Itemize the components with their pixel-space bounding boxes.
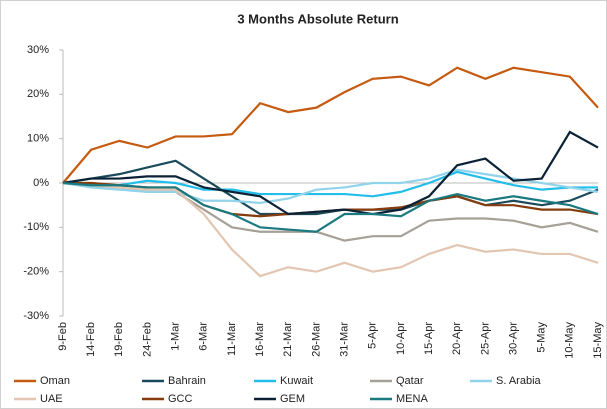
y-tick-label: 20% (27, 88, 49, 100)
line-series (62, 159, 599, 216)
y-tick-label: 0% (33, 177, 49, 189)
legend-label: S. Arabia (496, 375, 542, 387)
legend-label: Bahrain (168, 375, 206, 387)
y-tick-label: -20% (23, 266, 49, 278)
y-tick-label: -30% (23, 310, 49, 322)
line-series (62, 130, 599, 216)
x-tick-label: 15-May (592, 322, 604, 359)
x-tick-label: 10-Apr (395, 322, 407, 355)
legend-label: MENA (396, 393, 428, 405)
x-tick-label: 31-Mar (338, 322, 350, 357)
x-tick-label: 24-Feb (141, 322, 153, 357)
x-tick-label: 1-Mar (170, 322, 182, 351)
line-series (62, 181, 599, 278)
x-tick-label: 20-Apr (451, 322, 463, 355)
legend-label: UAE (40, 393, 63, 405)
y-tick-label: 10% (27, 133, 49, 145)
x-tick-label: 5-Apr (367, 322, 379, 349)
legend-label: GCC (168, 393, 193, 405)
x-tick-label: 15-Apr (423, 322, 435, 355)
x-tick-label: 9-Feb (57, 322, 69, 351)
legend-label: GEM (280, 393, 305, 405)
legend-label: Kuwait (280, 375, 313, 387)
line-series (62, 66, 599, 184)
x-tick-label: 14-Feb (85, 322, 97, 357)
y-tick-label: 30% (27, 44, 49, 56)
x-tick-label: 25-Apr (479, 322, 491, 355)
line-series (62, 170, 598, 198)
x-tick-label: 21-Mar (282, 322, 294, 357)
chart-title: 3 Months Absolute Return (237, 11, 398, 26)
x-tick-label: 10-May (564, 322, 576, 359)
x-tick-label: 6-Mar (198, 322, 210, 351)
x-tick-label: 11-Mar (226, 322, 238, 356)
y-tick-label: -10% (23, 221, 49, 233)
legend-label: Qatar (396, 375, 424, 387)
x-tick-label: 19-Feb (113, 322, 125, 357)
legend-label: Oman (40, 375, 70, 387)
x-tick-label: 26-Mar (310, 322, 322, 357)
x-tick-label: 30-Apr (507, 322, 519, 355)
x-tick-label: 5-May (536, 322, 548, 353)
x-tick-label: 16-Mar (254, 322, 266, 357)
line-series (62, 181, 599, 233)
